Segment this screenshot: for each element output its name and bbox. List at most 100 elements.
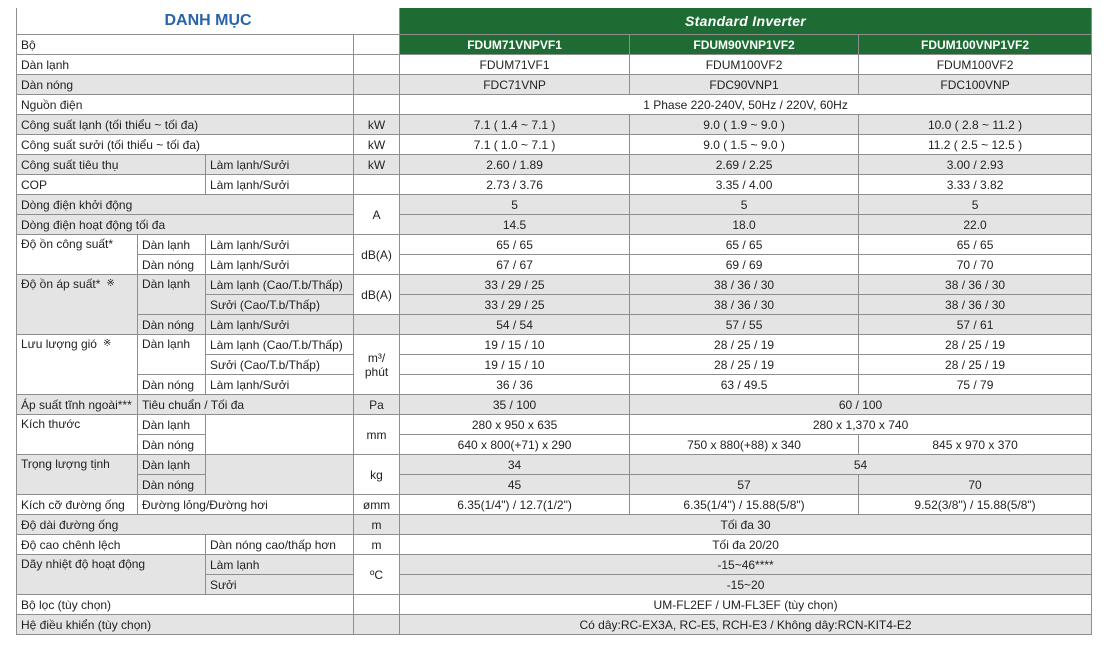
row-temp-range-cool: Dãy nhiệt độ hoạt động Làm lạnh ºC -15~4… bbox=[16, 554, 1093, 595]
unit-cell: kW bbox=[352, 154, 401, 175]
row-static-pressure: Áp suất tĩnh ngoài*** Tiêu chuẩn / Tối đ… bbox=[16, 394, 1093, 415]
sub-label bbox=[205, 414, 354, 455]
row-label: Dòng điện khởi động bbox=[16, 194, 354, 215]
value-cell: 38 / 36 / 30 bbox=[629, 294, 860, 315]
value-cell: 38 / 36 / 30 bbox=[858, 274, 1093, 295]
value-cell: 33 / 29 / 25 bbox=[399, 274, 631, 295]
row-label: Dãy nhiệt độ hoạt động bbox=[16, 554, 206, 595]
value-cell: 11.2 ( 2.5 ~ 12.5 ) bbox=[858, 134, 1093, 155]
value-cell: 34 bbox=[399, 454, 631, 475]
value-cell: 33 / 29 / 25 bbox=[399, 294, 631, 315]
value-cell: 14.5 bbox=[399, 214, 631, 235]
unit-type-label: Dàn lạnh bbox=[137, 454, 206, 475]
row-cooling-capacity: Công suất lạnh (tối thiểu ~ tối đa) kW 7… bbox=[16, 114, 1093, 135]
model-name: FDUM90VNP1VF2 bbox=[629, 34, 860, 55]
value-cell: FDC71VNP bbox=[399, 74, 631, 95]
unit-cell: kW bbox=[352, 134, 401, 155]
spec-sheet: DANH MỤC Standard Inverter Bộ FDUM71VNPV… bbox=[15, 8, 1093, 635]
row-label: Nguồn điện bbox=[16, 94, 354, 115]
value-cell: 5 bbox=[629, 194, 860, 215]
row-pressure-noise-indoor-cool: Độ ồn áp suất* ※ Dàn lạnh Làm lạnh (Cao/T… bbox=[16, 274, 1093, 335]
value-cell: UM-FL2EF / UM-FL3EF (tùy chọn) bbox=[399, 594, 1093, 615]
value-cell: 60 / 100 bbox=[629, 394, 1093, 415]
model-name: FDUM100VNP1VF2 bbox=[858, 34, 1093, 55]
unit-cell bbox=[352, 614, 401, 635]
unit-cell bbox=[352, 594, 401, 615]
value-cell: 75 / 79 bbox=[858, 374, 1093, 395]
value-cell: 67 / 67 bbox=[399, 254, 631, 275]
unit-top: m³/ bbox=[367, 350, 386, 365]
value-cell: Có dây:RC-EX3A, RC-E5, RCH-E3 / Không dâ… bbox=[399, 614, 1093, 635]
sub-label: Đường lỏng/Đường hơi bbox=[137, 494, 354, 515]
row-power-supply: Nguồn điện 1 Phase 220-240V, 50Hz / 220V… bbox=[16, 94, 1093, 115]
value-cell: -15~20 bbox=[399, 574, 1093, 595]
unit-cell: dB(A) bbox=[352, 234, 401, 275]
value-cell: 9.0 ( 1.5 ~ 9.0 ) bbox=[629, 134, 860, 155]
value-cell: 57 bbox=[629, 474, 860, 495]
unit-type-label: Dàn nóng bbox=[137, 474, 206, 495]
value-cell: 7.1 ( 1.4 ~ 7.1 ) bbox=[399, 114, 631, 135]
row-airflow-indoor-cool: Lưu lượng gió ※ Dàn lạnh Làm lạnh (Cao/T.… bbox=[16, 334, 1093, 395]
sub-label: Làm lạnh/Sưởi bbox=[205, 314, 354, 335]
sub-label: Làm lạnh/Sưởi bbox=[205, 174, 354, 195]
value-cell: FDUM100VF2 bbox=[629, 54, 860, 75]
unit-cell: m bbox=[352, 514, 401, 535]
unit-type-label: Dàn lạnh bbox=[137, 274, 206, 315]
value-cell: 2.69 / 2.25 bbox=[629, 154, 860, 175]
value-cell: 65 / 65 bbox=[399, 234, 631, 255]
row-airflow-outdoor: Dàn nóng Làm lạnh/Sưởi 36 / 36 63 / 49.5… bbox=[17, 374, 1093, 395]
value-cell: 1 Phase 220-240V, 50Hz / 220V, 60Hz bbox=[399, 94, 1093, 115]
row-remote-control: Hệ điều khiển (tùy chọn) Có dây:RC-EX3A,… bbox=[16, 614, 1093, 635]
value-cell: 38 / 36 / 30 bbox=[629, 274, 860, 295]
value-cell: 63 / 49.5 bbox=[629, 374, 860, 395]
unit-cell: Pa bbox=[352, 394, 401, 415]
model-name: FDUM71VNPVF1 bbox=[399, 34, 631, 55]
unit-type-label: Dàn lạnh bbox=[137, 234, 206, 255]
value-cell: 5 bbox=[399, 194, 631, 215]
unit-cell bbox=[352, 94, 401, 115]
unit-cell: m bbox=[352, 534, 401, 555]
page-title: DANH MỤC bbox=[15, 8, 401, 35]
value-cell: 70 bbox=[858, 474, 1093, 495]
value-cell: Tối đa 20/20 bbox=[399, 534, 1093, 555]
row-label-cell: Lưu lượng gió ※ bbox=[16, 334, 138, 395]
row-pipe-size: Kích cỡ đường ống Đường lỏng/Đường hơi ø… bbox=[16, 494, 1093, 515]
unit-cell: kW bbox=[352, 114, 401, 135]
sub-label: Sưởi bbox=[205, 574, 354, 595]
sub-label: Dàn nóng cao/thấp hơn bbox=[205, 534, 354, 555]
value-cell: 36 / 36 bbox=[399, 374, 631, 395]
value-cell: 70 / 70 bbox=[858, 254, 1093, 275]
value-cell: 280 x 1,370 x 740 bbox=[629, 414, 1093, 435]
row-label: COP bbox=[16, 174, 206, 195]
value-cell: 28 / 25 / 19 bbox=[858, 334, 1093, 355]
row-power-consumption: Công suất tiêu thụ Làm lạnh/Sưởi kW 2.60… bbox=[16, 154, 1093, 175]
unit-bottom: phút bbox=[364, 364, 389, 379]
sub-label: Làm lạnh (Cao/T.b/Thấp) bbox=[205, 334, 354, 355]
unit-type-label: Dàn lạnh bbox=[137, 414, 206, 435]
unit-type-label: Dàn nóng bbox=[137, 254, 206, 275]
row-dimensions-indoor: Kích thước Dàn lạnh mm 280 x 950 x 635 2… bbox=[16, 414, 1093, 455]
value-cell: 54 / 54 bbox=[399, 314, 631, 335]
value-cell: 65 / 65 bbox=[629, 234, 860, 255]
value-cell: 6.35(1/4") / 15.88(5/8") bbox=[629, 494, 860, 515]
row-bo: Bộ FDUM71VNPVF1 FDUM90VNP1VF2 FDUM100VNP… bbox=[16, 34, 1093, 55]
unit-cell: mm bbox=[352, 414, 401, 455]
row-pressure-noise-indoor-heat: Sưởi (Cao/T.b/Thấp) 33 / 29 / 25 38 / 36… bbox=[17, 294, 1093, 315]
value-cell: 57 / 61 bbox=[858, 314, 1093, 335]
row-filter: Bộ lọc (tùy chọn) UM-FL2EF / UM-FL3EF (t… bbox=[16, 594, 1093, 615]
row-power-noise-outdoor: Dàn nóng Làm lạnh/Sưởi 67 / 67 69 / 69 7… bbox=[17, 254, 1093, 275]
unit-type-label: Dàn nóng bbox=[137, 314, 206, 335]
value-cell: -15~46**** bbox=[399, 554, 1093, 575]
header-row: DANH MỤC Standard Inverter bbox=[15, 8, 1093, 35]
row-starting-current: Dòng điện khởi động A 5 5 5 bbox=[16, 194, 1093, 235]
value-cell: 280 x 950 x 635 bbox=[399, 414, 631, 435]
unit-cell bbox=[352, 34, 401, 55]
sub-label: Làm lạnh/Sưởi bbox=[205, 254, 354, 275]
value-cell: FDUM71VF1 bbox=[399, 54, 631, 75]
value-cell: 19 / 15 / 10 bbox=[399, 354, 631, 375]
value-cell: 19 / 15 / 10 bbox=[399, 334, 631, 355]
value-cell: 65 / 65 bbox=[858, 234, 1093, 255]
value-cell: 45 bbox=[399, 474, 631, 495]
spec-table: DANH MỤC Standard Inverter Bộ FDUM71VNPV… bbox=[15, 8, 1093, 635]
sub-label bbox=[205, 454, 354, 495]
